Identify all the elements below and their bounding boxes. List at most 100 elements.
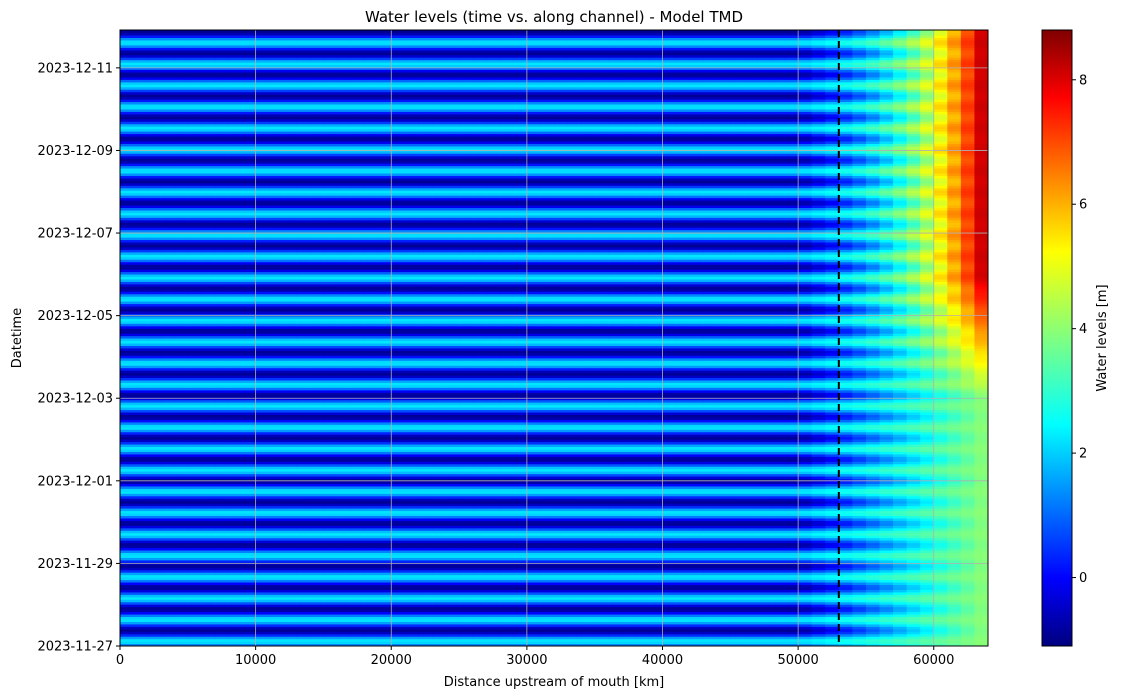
heatmap-cell xyxy=(825,601,840,605)
heatmap-cell xyxy=(920,552,935,556)
heatmap-cell xyxy=(703,599,718,603)
heatmap-cell xyxy=(567,628,582,632)
heatmap-cell xyxy=(974,564,988,568)
heatmap-cell xyxy=(147,611,162,615)
heatmap-cell xyxy=(594,544,609,549)
heatmap-cell xyxy=(486,473,501,477)
heatmap-cell xyxy=(404,515,419,519)
heatmap-cell xyxy=(309,498,325,502)
heatmap-cell xyxy=(771,631,786,635)
heatmap-cell xyxy=(486,463,501,467)
heatmap-cell xyxy=(296,621,311,625)
heatmap-cell xyxy=(526,604,542,608)
heatmap-cell xyxy=(228,535,243,539)
heatmap-cell xyxy=(635,522,650,526)
heatmap-cell xyxy=(445,456,460,460)
heatmap-cell xyxy=(377,475,392,480)
heatmap-cell xyxy=(879,628,894,632)
heatmap-cell xyxy=(906,544,921,549)
heatmap-cell xyxy=(323,525,338,529)
heatmap-cell xyxy=(133,641,148,645)
heatmap-cell xyxy=(893,508,908,512)
heatmap-cell xyxy=(893,564,908,568)
heatmap-cell xyxy=(865,530,881,534)
heatmap-cell xyxy=(974,468,988,472)
heatmap-cell xyxy=(404,508,419,512)
heatmap-cell xyxy=(879,626,894,630)
heatmap-cell xyxy=(879,609,894,613)
heatmap-cell xyxy=(174,525,189,529)
heatmap-cell xyxy=(391,505,406,509)
heatmap-cell xyxy=(784,535,799,539)
heatmap-cell xyxy=(608,458,623,462)
heatmap-cell xyxy=(621,493,636,497)
heatmap-cell xyxy=(554,478,569,482)
heatmap-cell xyxy=(716,537,731,541)
heatmap-cell xyxy=(472,530,487,534)
heatmap-cell xyxy=(933,604,948,608)
heatmap-cell xyxy=(608,584,623,588)
heatmap-cell xyxy=(974,475,988,480)
heatmap-cell xyxy=(730,535,745,539)
heatmap-cell xyxy=(581,475,596,480)
heatmap-cell xyxy=(879,515,894,519)
heatmap-cell xyxy=(201,525,216,529)
heatmap-cell xyxy=(581,604,596,608)
heatmap-cell xyxy=(120,525,135,529)
heatmap-cell xyxy=(852,552,867,556)
heatmap-cell xyxy=(526,584,542,588)
heatmap-cell xyxy=(526,542,542,546)
heatmap-cell xyxy=(269,633,284,637)
heatmap-cell xyxy=(635,606,650,610)
heatmap-cell xyxy=(906,552,921,556)
heatmap-cell xyxy=(893,505,908,509)
heatmap-cell xyxy=(350,611,365,615)
heatmap-cell xyxy=(255,611,270,615)
heatmap-cell xyxy=(133,495,148,499)
heatmap-cell xyxy=(255,493,270,497)
heatmap-cell xyxy=(594,638,609,642)
heatmap-cell xyxy=(960,552,976,556)
heatmap-cell xyxy=(486,522,501,526)
heatmap-cell xyxy=(974,621,988,625)
heatmap-cell xyxy=(662,577,677,581)
heatmap-cell xyxy=(228,483,243,487)
heatmap-cell xyxy=(798,557,813,561)
heatmap-cell xyxy=(662,601,677,605)
heatmap-cell xyxy=(160,643,175,646)
heatmap-cell xyxy=(174,473,189,477)
heatmap-cell xyxy=(784,557,799,561)
heatmap-cell xyxy=(581,453,596,457)
heatmap-cell xyxy=(798,522,813,526)
heatmap-cell xyxy=(621,515,636,519)
heatmap-cell xyxy=(743,584,759,588)
heatmap-cell xyxy=(567,596,582,600)
heatmap-cell xyxy=(730,510,745,514)
heatmap-cell xyxy=(309,485,325,489)
heatmap-cell xyxy=(798,537,813,541)
heatmap-cell xyxy=(201,520,216,524)
heatmap-cell xyxy=(242,586,257,590)
heatmap-cell xyxy=(337,611,352,615)
heatmap-cell xyxy=(404,517,419,521)
heatmap-cell xyxy=(960,636,976,640)
heatmap-cell xyxy=(662,535,677,539)
heatmap-cell xyxy=(920,604,935,608)
heatmap-cell xyxy=(472,596,487,600)
heatmap-cell xyxy=(608,557,623,561)
heatmap-cell xyxy=(703,537,718,541)
heatmap-cell xyxy=(689,631,704,635)
heatmap-cell xyxy=(187,488,202,492)
heatmap-cell xyxy=(377,618,392,622)
heatmap-cell xyxy=(309,594,325,598)
heatmap-cell xyxy=(391,488,406,492)
heatmap-cell xyxy=(120,508,135,512)
heatmap-cell xyxy=(526,577,542,581)
heatmap-cell xyxy=(431,458,447,462)
heatmap-cell xyxy=(608,596,623,600)
heatmap-cell xyxy=(377,643,392,646)
heatmap-cell xyxy=(960,601,976,605)
heatmap-cell xyxy=(337,564,352,568)
heatmap-cell xyxy=(852,577,867,581)
heatmap-cell xyxy=(838,589,853,593)
